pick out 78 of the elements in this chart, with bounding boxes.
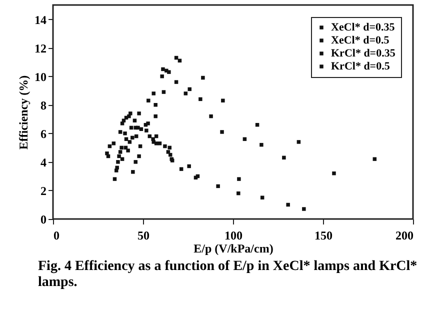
y-axis-title: Efficiency (%)	[16, 75, 30, 150]
y-tick-label: 8	[40, 98, 46, 112]
legend-label: XeCl* d=0.35	[331, 22, 396, 34]
point	[220, 130, 224, 134]
x-tick-label: 200	[396, 228, 414, 242]
point	[122, 118, 126, 122]
point	[120, 157, 124, 161]
x-tick-label: 100	[224, 228, 242, 242]
y-tick-label: 6	[40, 126, 46, 141]
point	[282, 156, 286, 160]
point	[137, 154, 141, 158]
point	[120, 146, 124, 150]
point	[130, 136, 134, 140]
point	[152, 92, 156, 96]
point	[174, 80, 178, 84]
point	[296, 140, 301, 144]
point	[184, 92, 188, 96]
point	[237, 177, 241, 181]
y-tick-label: 0	[40, 212, 46, 226]
point	[134, 160, 138, 164]
legend-label: KrCl* d=0.5	[331, 60, 390, 72]
point	[128, 140, 132, 144]
point	[118, 150, 122, 154]
point	[118, 130, 122, 134]
point	[126, 148, 130, 152]
legend-label: KrCl* d=0.35	[331, 48, 396, 60]
point	[128, 112, 132, 116]
caption: Fig. 4 Efficiency as a function of E/p in XeCl* lamps and KrCl* lamps.	[38, 259, 418, 291]
point	[216, 184, 220, 188]
point	[372, 157, 377, 161]
point	[160, 74, 164, 78]
point	[139, 127, 144, 131]
y-tick-label: 2	[40, 184, 46, 198]
x-tick-label: 0	[54, 228, 60, 242]
point	[154, 102, 158, 107]
point	[146, 98, 150, 102]
point	[154, 142, 158, 146]
point	[123, 132, 127, 136]
y-tick-label: 10	[34, 70, 46, 84]
point	[209, 114, 213, 118]
y-tick-label: 4	[40, 155, 46, 170]
x-tick-label: 150	[314, 228, 332, 242]
point	[131, 170, 135, 174]
point	[332, 171, 336, 176]
point	[167, 70, 171, 74]
y-tick-label: 12	[34, 41, 46, 56]
point	[188, 87, 192, 92]
point	[117, 154, 121, 158]
point	[158, 142, 162, 146]
point	[221, 98, 225, 102]
point	[146, 122, 150, 126]
point	[112, 177, 117, 181]
point	[242, 137, 247, 141]
y-tick-label: 14	[34, 12, 46, 27]
point	[137, 112, 141, 116]
legend-label: XeCl* d=0.5	[331, 34, 390, 46]
point	[179, 167, 184, 171]
point	[260, 196, 264, 200]
point	[286, 202, 290, 207]
x-axis-title: E/p (V/kPa/cm)	[194, 242, 274, 256]
point	[124, 137, 128, 141]
point	[198, 97, 202, 102]
point	[115, 166, 119, 170]
point	[154, 114, 158, 118]
point	[236, 191, 240, 196]
point	[187, 164, 191, 168]
point	[161, 67, 165, 72]
point	[144, 128, 148, 132]
point	[112, 142, 116, 146]
point	[162, 90, 166, 94]
point	[136, 126, 140, 130]
point	[116, 160, 120, 164]
point	[201, 76, 205, 80]
x-tick-label: 50	[138, 228, 150, 242]
point	[302, 207, 306, 211]
point	[163, 144, 167, 148]
point	[132, 118, 137, 122]
point	[260, 142, 264, 147]
